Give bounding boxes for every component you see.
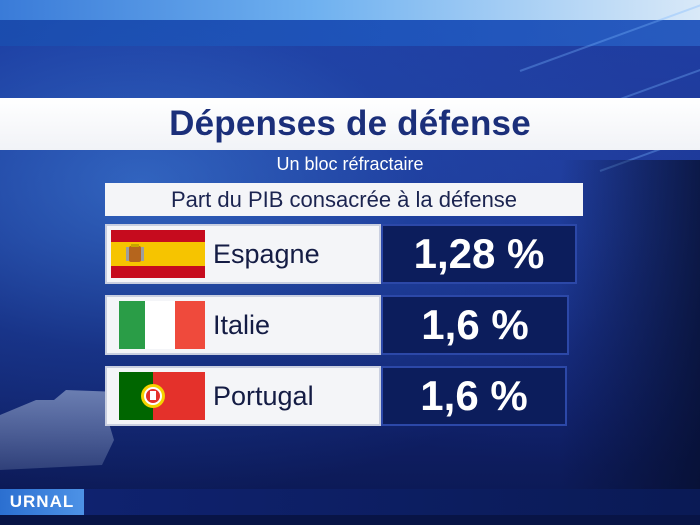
program-tag-label: URNAL — [9, 492, 75, 511]
value-text: 1,6 % — [420, 372, 528, 419]
page-title: Dépenses de défense — [169, 104, 531, 143]
ticker-bar — [84, 489, 700, 515]
value-text: 1,28 % — [413, 230, 545, 277]
spain-flag-icon — [111, 230, 205, 278]
value-cell: 1,28 % — [381, 224, 577, 284]
country-cell: Espagne — [105, 224, 381, 284]
table-row: Portugal 1,6 % — [105, 366, 567, 426]
portugal-flag-icon — [119, 372, 205, 420]
country-cell: Italie — [105, 295, 381, 355]
table-row: Italie 1,6 % — [105, 295, 569, 355]
country-name: Espagne — [213, 238, 320, 269]
value-cell: 1,6 % — [381, 366, 567, 426]
program-tag: URNAL — [0, 489, 84, 515]
background-shadow — [560, 160, 700, 520]
table-caption: Part du PIB consacrée à la défense — [105, 183, 583, 216]
value-text: 1,6 % — [421, 301, 529, 348]
table-caption-text: Part du PIB consacrée à la défense — [170, 186, 518, 212]
top-banner-strip — [0, 0, 700, 20]
top-banner-shade — [0, 20, 700, 46]
title-bar: Dépenses de défense — [0, 98, 700, 150]
table-row: Espagne 1,28 % — [105, 224, 577, 284]
country-name: Italie — [213, 309, 271, 340]
subtitle: Un bloc réfractaire — [276, 154, 424, 174]
country-cell: Portugal — [105, 366, 381, 426]
screen-bottom-edge — [0, 515, 700, 525]
italy-flag-icon — [119, 301, 205, 349]
value-cell: 1,6 % — [381, 295, 569, 355]
country-name: Portugal — [213, 380, 314, 411]
